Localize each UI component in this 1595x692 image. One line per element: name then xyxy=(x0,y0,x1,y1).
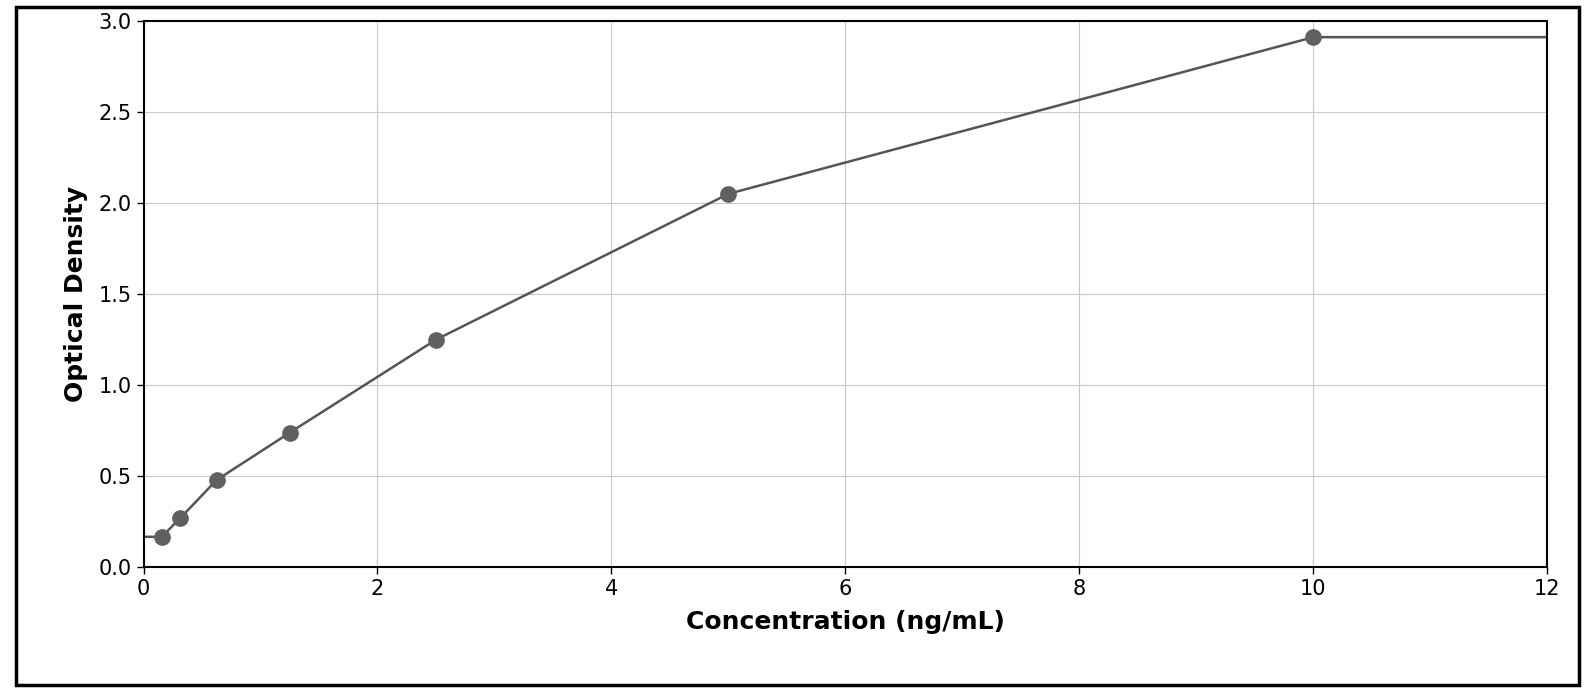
Point xyxy=(423,334,448,345)
Point xyxy=(278,427,303,438)
Y-axis label: Optical Density: Optical Density xyxy=(64,186,88,402)
Point xyxy=(167,513,193,524)
X-axis label: Concentration (ng/mL): Concentration (ng/mL) xyxy=(686,610,1005,635)
Point xyxy=(204,475,230,486)
Point xyxy=(1300,32,1325,43)
Point xyxy=(148,531,174,543)
Point xyxy=(716,188,742,199)
